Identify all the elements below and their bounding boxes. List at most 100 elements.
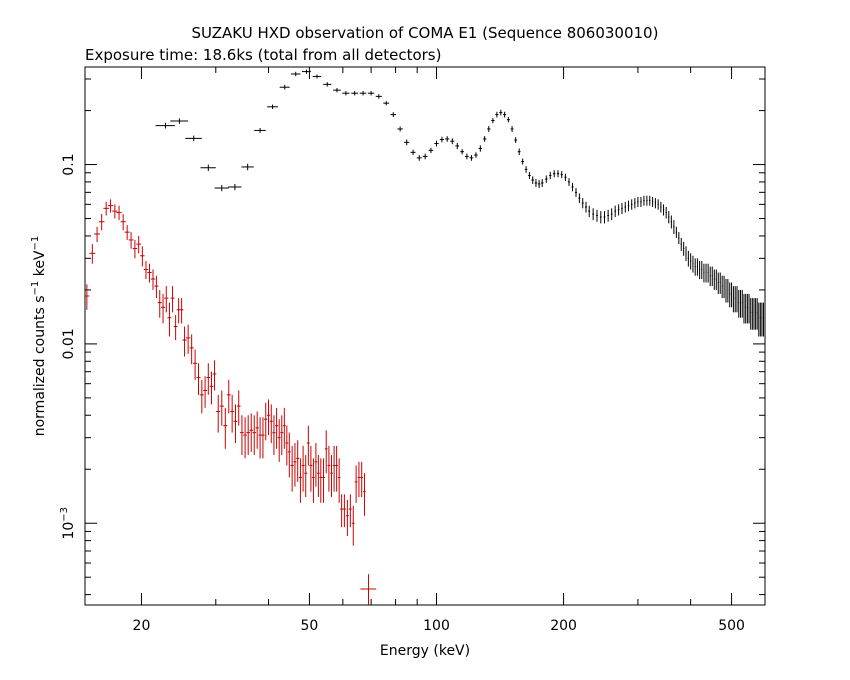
data-point — [556, 170, 560, 178]
plot-frame — [84, 66, 766, 606]
data-point — [332, 445, 336, 492]
data-point — [359, 91, 367, 96]
data-point — [348, 494, 352, 528]
data-point — [540, 179, 544, 187]
data-point — [588, 205, 591, 218]
data-point — [254, 127, 266, 133]
data-point — [560, 171, 563, 179]
data-point — [581, 198, 584, 209]
data-point — [753, 298, 755, 330]
data-point — [564, 173, 567, 181]
data-point — [732, 286, 734, 313]
data-point — [678, 232, 680, 245]
data-point — [296, 440, 300, 482]
y-tick-label: 10−3 — [59, 507, 77, 540]
data-point — [301, 445, 305, 492]
data-point — [617, 204, 620, 216]
data-point — [293, 443, 297, 487]
y-tick-label-exponent: −3 — [59, 507, 70, 522]
data-point — [214, 184, 229, 192]
data-point — [692, 255, 694, 273]
data-point — [189, 334, 194, 365]
data-point — [571, 182, 574, 192]
data-point — [233, 404, 238, 444]
data-point — [309, 445, 313, 492]
data-point — [342, 91, 350, 96]
data-point — [280, 415, 284, 456]
data-point — [758, 302, 760, 337]
data-point — [751, 298, 753, 330]
data-point — [759, 302, 761, 337]
data-point — [731, 282, 733, 308]
axis-ticks — [85, 67, 766, 605]
data-point — [743, 293, 745, 324]
data-point — [261, 417, 265, 459]
data-point — [585, 201, 587, 213]
data-point — [279, 84, 290, 90]
data-point — [275, 407, 279, 449]
data-point — [478, 145, 483, 152]
data-point — [216, 394, 221, 433]
data-point — [762, 302, 764, 337]
data-point — [545, 175, 548, 183]
data-point — [514, 137, 518, 143]
data-point — [240, 415, 244, 456]
data-point — [223, 407, 228, 449]
data-point — [487, 126, 491, 132]
y-axis-label-exp2: −1 — [30, 236, 41, 251]
data-point — [627, 200, 630, 212]
data-point — [534, 179, 538, 187]
data-point — [367, 91, 375, 96]
data-point — [345, 499, 349, 536]
data-point — [690, 253, 692, 270]
data-point — [741, 289, 743, 318]
data-point — [729, 282, 731, 308]
data-point — [592, 208, 595, 221]
data-point — [491, 117, 495, 124]
data-point — [357, 461, 361, 498]
data-point — [599, 211, 602, 224]
data-point — [748, 293, 750, 324]
data-point — [687, 250, 689, 267]
data-point — [723, 275, 725, 299]
data-point — [685, 246, 687, 261]
data-point — [266, 399, 271, 436]
data-point — [124, 225, 130, 240]
data-point — [725, 279, 727, 303]
y-tick-label-base: 0.1 — [61, 153, 77, 175]
data-point — [651, 196, 654, 207]
data-point — [416, 155, 422, 161]
data-point — [290, 71, 301, 77]
data-point — [316, 455, 320, 498]
data-point — [567, 178, 571, 186]
data-point — [521, 158, 525, 165]
y-tick-label-base: 10 — [61, 522, 77, 540]
data-point — [422, 153, 428, 160]
y-tick-labels: 0.1 0.01 10−3 — [59, 153, 77, 539]
data-point — [740, 289, 742, 318]
data-point — [621, 203, 623, 215]
data-point — [524, 166, 528, 173]
data-point — [469, 155, 474, 161]
y-axis-label-unit: keV — [32, 250, 48, 281]
data-point — [179, 298, 184, 324]
data-point — [503, 111, 507, 118]
data-point — [610, 208, 613, 221]
data-point — [464, 153, 469, 160]
y-axis-label-exp1: −1 — [30, 281, 41, 296]
data-point — [252, 415, 256, 456]
data-point — [203, 376, 208, 408]
data-point — [495, 111, 499, 118]
data-point — [654, 198, 657, 209]
data-point — [474, 152, 478, 158]
data-point — [721, 275, 723, 299]
data-point — [727, 279, 729, 303]
data-point — [94, 226, 100, 243]
data-point — [719, 272, 721, 294]
data-point — [668, 211, 670, 224]
x-tick-labels: 20 50 100 200 500 — [133, 618, 745, 634]
data-point — [640, 196, 642, 207]
data-point — [482, 136, 487, 142]
y-tick-label: 0.01 — [61, 328, 77, 359]
chart-title: SUZAKU HXD observation of COMA E1 (Seque… — [192, 24, 659, 42]
